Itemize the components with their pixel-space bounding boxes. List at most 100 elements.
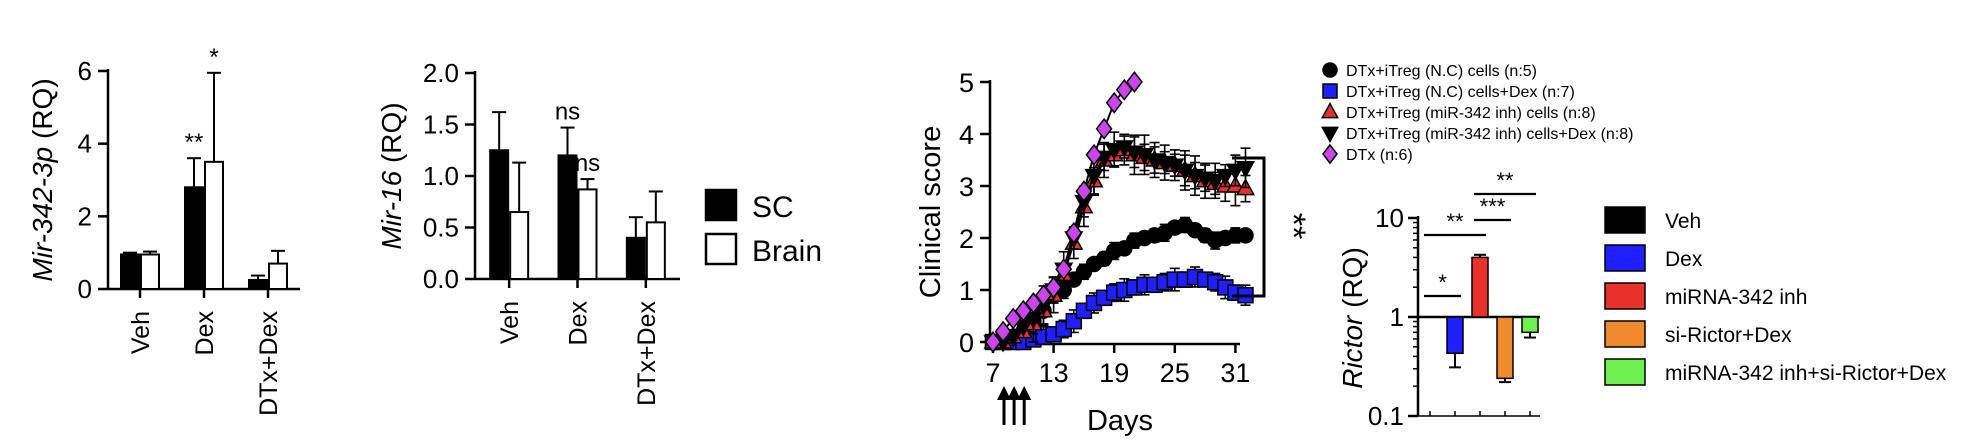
clinical-y-tick-label: 0 — [959, 328, 974, 358]
rictor-legend-swatch-3 — [1604, 282, 1646, 310]
clinical-legend-marker-4 — [1321, 126, 1339, 143]
panel1-bar-brain-dex — [204, 160, 224, 290]
clinical-significance-bracket — [1232, 156, 1266, 298]
panel2-y-tick-label: 0.5 — [423, 213, 459, 243]
panel1-y-tick-label: 4 — [78, 129, 92, 159]
panel2-annotation: ns — [555, 99, 580, 126]
clinical-point-series5 — [1014, 299, 1032, 322]
rictor-significance-label: *** — [1480, 194, 1506, 219]
panel2-x-tick-label: DTx+Dex — [633, 301, 661, 406]
clinical-legend-label-5: DTx (n:6) — [1346, 147, 1413, 164]
clinical-point-series1 — [1237, 227, 1254, 244]
panel1-x-tick-label: Veh — [127, 311, 155, 354]
panel2-annotation: ns — [575, 150, 600, 177]
clinical-point-series4 — [1215, 168, 1235, 187]
panel2-y-tick-label: 2.0 — [423, 58, 459, 88]
panel1-annotation: * — [209, 44, 218, 71]
clinical-point-series4 — [1104, 142, 1124, 161]
rictor-bar-5 — [1521, 316, 1539, 334]
panel1-y-tick-label: 2 — [78, 201, 92, 231]
rictor-y-axis-label: Rictor (RQ) — [1337, 247, 1368, 389]
clinical-x-tick-label: 25 — [1160, 358, 1190, 388]
legend-label-brain: Brain — [752, 235, 822, 268]
panel1-y-tick-label: 0 — [78, 274, 92, 304]
rictor-bar-3 — [1471, 256, 1489, 318]
panel2-y-tick-label: 1.0 — [423, 161, 459, 191]
panel2-x-tick-label: Veh — [496, 301, 524, 344]
clinical-point-series5 — [1024, 292, 1042, 314]
rictor-y-tick-label: 1 — [1390, 302, 1404, 332]
legend-swatch-brain — [704, 232, 738, 266]
rictor-legend-label-2: Dex — [1665, 248, 1703, 271]
clinical-legend-label-2: DTx+iTreg (N.C) cells+Dex (n:7) — [1346, 84, 1575, 101]
rictor-legend-label-1: Veh — [1665, 210, 1701, 233]
panel1-x-tick-label: Dex — [191, 311, 219, 356]
rictor-legend-swatch-2 — [1604, 244, 1646, 272]
legend-swatch-sc — [704, 188, 738, 222]
clinical-point-series4 — [1225, 163, 1245, 181]
clinical-point-series5 — [1045, 276, 1063, 299]
clinical-legend-marker-1 — [1322, 62, 1338, 78]
rictor-legend-swatch-1 — [1604, 206, 1646, 234]
panel1-bar-sc-veh — [120, 253, 140, 291]
panel2-bar-brain-dex — [577, 188, 598, 280]
clinical-x-tick-label: 7 — [985, 358, 1000, 388]
clinical-y-tick-label: 3 — [959, 172, 974, 202]
clinical-legend-marker-3 — [1321, 102, 1339, 119]
rictor-legend-label-5: miRNA-342 inh+si-Rictor+Dex — [1665, 362, 1947, 385]
rictor-bar-4 — [1496, 316, 1514, 380]
panel1-bar-brain-veh — [140, 253, 160, 291]
panel2-x-tick-label: Dex — [565, 301, 593, 346]
injection-arrow-head — [1017, 386, 1032, 400]
clinical-y-axis-label: Clinical score — [915, 126, 947, 298]
clinical-legend-label-4: DTx+iTreg (miR-342 inh) cells+Dex (n:8) — [1346, 126, 1633, 143]
panel2-y-axis-label: Mir-16 (RQ) — [376, 102, 407, 249]
injection-arrow-head — [1007, 386, 1022, 400]
clinical-x-tick-label: 13 — [1039, 358, 1069, 388]
rictor-legend-swatch-4 — [1604, 320, 1646, 348]
clinical-point-series5 — [1115, 78, 1133, 101]
injection-arrow-head — [997, 386, 1011, 400]
panel2-bar-sc-veh — [489, 149, 510, 280]
clinical-y-tick-label: 1 — [959, 276, 974, 306]
clinical-legend-marker-5 — [1322, 143, 1338, 165]
rictor-significance-label: ** — [1496, 168, 1514, 193]
clinical-legend-label-3: DTx+iTreg (miR-342 inh) cells (n:8) — [1346, 105, 1596, 122]
clinical-point-series5 — [1085, 143, 1103, 166]
panel1-bar-brain-dtx+dex — [268, 262, 288, 291]
rictor-significance-label: ** — [1446, 209, 1464, 234]
clinical-x-tick-label: 19 — [1099, 358, 1129, 388]
legend-label-sc: SC — [752, 191, 794, 224]
clinical-point-series5 — [1125, 71, 1143, 93]
panel2-y-tick-label: 0.0 — [423, 264, 459, 294]
clinical-x-axis-label: Days — [1087, 405, 1153, 437]
clinical-point-series5 — [1095, 117, 1113, 140]
clinical-point-series5 — [1004, 307, 1022, 330]
panel2-bar-brain-dtx+dex — [645, 221, 666, 281]
panel1-y-tick-label: 6 — [78, 56, 92, 86]
clinical-significance-label: ** — [1274, 213, 1312, 239]
panel2-bar-brain-veh — [509, 211, 530, 280]
rictor-legend-label-3: miRNA-342 inh — [1665, 286, 1807, 309]
rictor-bar-2 — [1446, 316, 1464, 355]
panel1-bar-sc-dtx+dex — [248, 278, 268, 290]
clinical-point-series5 — [984, 331, 1002, 353]
clinical-point-series5 — [1075, 180, 1093, 203]
clinical-point-series5 — [1035, 284, 1052, 307]
clinical-y-tick-label: 2 — [959, 224, 974, 254]
clinical-legend-label-1: DTx+iTreg (N.C) cells (n:5) — [1346, 63, 1537, 80]
clinical-point-series4 — [1205, 174, 1225, 192]
rictor-y-tick-label: 0.1 — [1368, 401, 1404, 431]
panel1-x-tick-label: DTx+Dex — [255, 311, 283, 416]
panel2-y-tick-label: 1.5 — [423, 110, 459, 140]
clinical-y-tick-label: 5 — [959, 68, 974, 98]
panel2-bar-sc-dtx+dex — [625, 236, 646, 281]
rictor-legend-swatch-5 — [1604, 358, 1646, 386]
clinical-legend-marker-2 — [1322, 83, 1338, 99]
clinical-point-series4 — [1235, 161, 1256, 179]
panel1-y-axis-label: Mir-342-3p (RQ) — [27, 78, 58, 281]
rictor-y-tick-label: 10 — [1375, 203, 1404, 233]
panel1-bar-sc-dex — [184, 186, 204, 290]
clinical-point-series5 — [1065, 221, 1083, 244]
